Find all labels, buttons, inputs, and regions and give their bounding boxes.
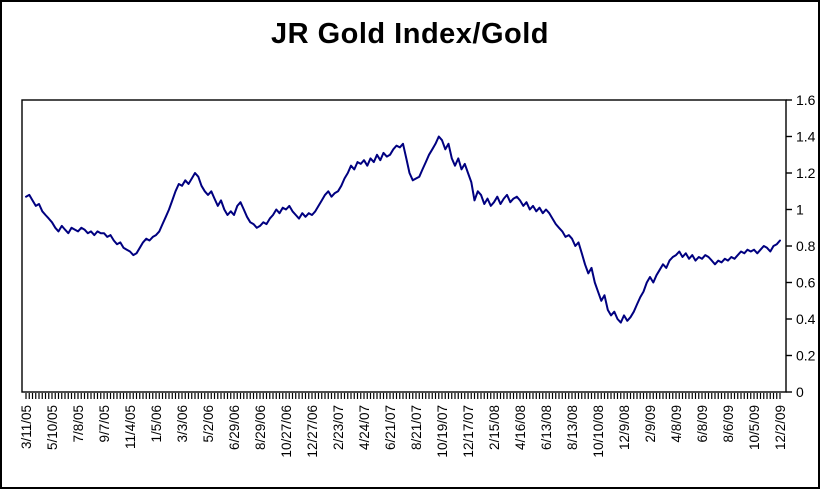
x-axis-label: 8/13/08 — [565, 405, 580, 450]
x-axis-label: 12/2/09 — [773, 405, 788, 450]
x-axis-label: 2/9/09 — [643, 405, 658, 443]
chart-title: JR Gold Index/Gold — [270, 18, 550, 50]
x-axis-label: 11/4/05 — [123, 405, 138, 449]
x-axis-label: 6/29/06 — [227, 405, 242, 450]
x-axis-label: 3/3/06 — [175, 405, 190, 443]
y-axis-label: 0.6 — [796, 275, 816, 291]
x-axis-label: 9/7/05 — [97, 405, 112, 443]
x-axis-label: 10/27/06 — [279, 405, 294, 458]
x-axis-label: 10/19/07 — [435, 405, 450, 458]
y-axis-label: 0.4 — [796, 311, 816, 327]
y-axis-label: 0 — [796, 384, 804, 400]
x-axis-label: 12/17/07 — [461, 405, 476, 458]
x-axis-label: 12/27/06 — [305, 405, 320, 458]
x-axis-label: 2/15/08 — [487, 405, 502, 450]
x-axis-label: 8/29/06 — [253, 405, 268, 450]
x-axis-label: 3/11/05 — [19, 405, 34, 449]
x-axis-label: 12/9/08 — [617, 405, 632, 450]
x-axis-label: 6/21/07 — [383, 405, 398, 450]
x-axis-label: 6/8/09 — [695, 405, 710, 443]
y-axis-label: 1.4 — [796, 129, 816, 145]
data-line — [25, 135, 781, 324]
x-axis-label: 6/13/08 — [539, 405, 554, 450]
x-axis-label: 10/10/08 — [591, 405, 606, 458]
y-axis-label: 1 — [796, 202, 804, 218]
x-axis-label: 4/16/08 — [513, 405, 528, 450]
x-axis-label: 1/5/06 — [149, 405, 164, 443]
y-axis-label: 0.8 — [796, 238, 816, 254]
y-axis-label: 1.6 — [796, 92, 816, 108]
x-axis-label: 8/6/09 — [721, 405, 736, 443]
y-axis-label: 1.2 — [796, 165, 816, 181]
x-axis-label: 8/21/07 — [409, 405, 424, 450]
x-axis-label: 4/24/07 — [357, 405, 372, 450]
x-axis-label: 5/2/06 — [201, 405, 216, 443]
x-axis-label: 7/8/05 — [71, 405, 86, 443]
x-axis-label: 2/23/07 — [331, 405, 346, 450]
y-axis-label: 0.2 — [796, 348, 816, 364]
x-axis-label: 5/10/05 — [45, 405, 60, 450]
x-axis-label: 4/8/09 — [669, 405, 684, 443]
x-axis-label: 10/5/09 — [747, 405, 762, 450]
